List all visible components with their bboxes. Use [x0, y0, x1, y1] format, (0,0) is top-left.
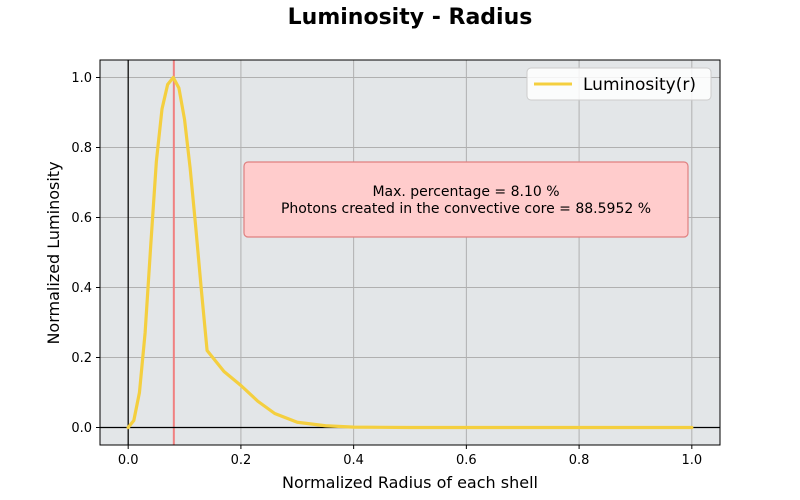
series-layer — [126, 75, 694, 430]
series-line-luminosity — [126, 75, 694, 430]
y-tick-label: 1.0 — [71, 71, 92, 86]
legend-box — [526, 67, 712, 101]
x-tick-label: 1.0 — [681, 453, 702, 468]
plot-frame — [99, 59, 721, 446]
y-axis-label: Normalized Luminosity — [44, 161, 63, 344]
chart-title: Luminosity - Radius — [288, 5, 533, 30]
x-axis-label: Normalized Radius of each shell — [282, 473, 538, 492]
y-axis-ticks: 0.0 0.2 0.4 0.6 0.8 1.0 — [71, 71, 100, 436]
legend-label: Luminosity(r) — [583, 75, 696, 95]
x-tick-label: 0.4 — [343, 453, 364, 468]
x-tick-label: 0.6 — [456, 453, 477, 468]
x-tick-label: 0.0 — [118, 453, 139, 468]
y-tick-label: 0.8 — [71, 141, 92, 156]
y-tick-label: 0.4 — [71, 281, 92, 296]
annotation-background — [243, 161, 689, 238]
x-axis-ticks: 0.0 0.2 0.4 0.6 0.8 1.0 — [118, 445, 702, 468]
y-tick-label: 0.2 — [71, 351, 92, 366]
y-tick-label: 0.0 — [71, 421, 92, 436]
plot-area — [99, 59, 721, 446]
x-tick-label: 0.2 — [231, 453, 252, 468]
annotation-line-2: Photons created in the convective core =… — [281, 201, 651, 217]
annotation-box: Max. percentage = 8.10 % Photons created… — [243, 161, 689, 238]
y-tick-label: 0.6 — [71, 211, 92, 226]
annotation-line-1: Max. percentage = 8.10 % — [372, 184, 559, 200]
legend: Luminosity(r) — [526, 67, 712, 101]
x-tick-label: 0.8 — [569, 453, 590, 468]
